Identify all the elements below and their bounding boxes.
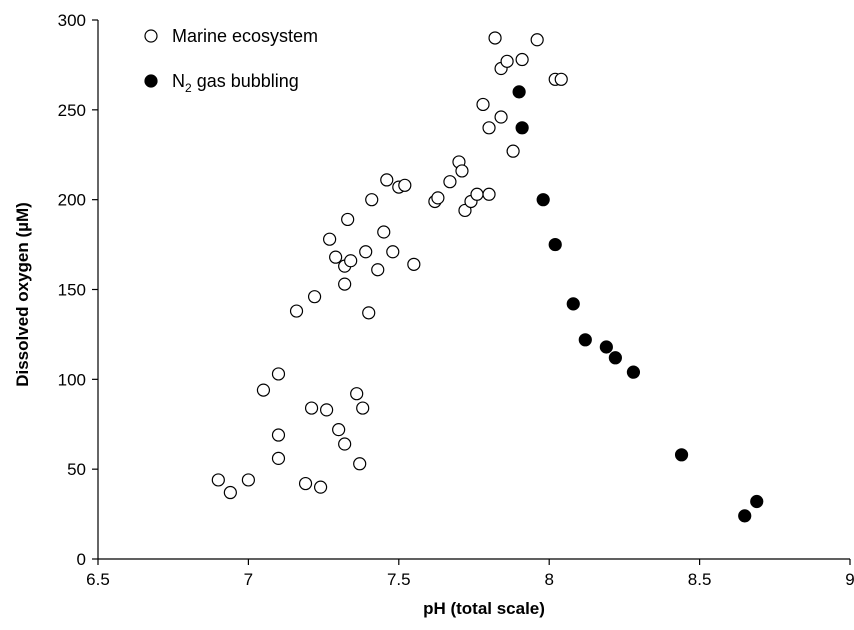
data-point-marine-ecosystem [530, 33, 544, 47]
legend-label-subscript: 2 [185, 81, 192, 95]
legend-label-main: N [172, 71, 185, 91]
data-point-n2-gas-bubbling [738, 509, 752, 523]
data-point-marine-ecosystem [443, 175, 457, 189]
data-point-marine-ecosystem [500, 54, 514, 68]
x-axis-label: pH (total scale) [423, 599, 545, 618]
data-point-marine-ecosystem [431, 191, 445, 205]
data-point-n2-gas-bubbling [608, 351, 622, 365]
data-point-marine-ecosystem [386, 245, 400, 259]
series-n2-gas-bubbling [512, 85, 764, 523]
data-point-marine-ecosystem [223, 485, 237, 500]
data-point-marine-ecosystem [304, 401, 319, 415]
data-point-marine-ecosystem [362, 306, 376, 320]
legend: Marine ecosystem N2 gas bubbling [144, 26, 318, 95]
data-point-marine-ecosystem [494, 110, 508, 124]
data-point-marine-ecosystem [341, 212, 355, 227]
data-point-marine-ecosystem [211, 473, 225, 487]
data-point-marine-ecosystem [380, 173, 394, 187]
x-tick-label: 6.5 [86, 570, 110, 589]
data-point-marine-ecosystem [482, 121, 496, 135]
data-point-marine-ecosystem [407, 257, 421, 271]
data-points [211, 31, 764, 523]
data-point-marine-ecosystem [256, 383, 271, 397]
data-point-marine-ecosystem [271, 428, 286, 442]
legend-label-rest: gas bubbling [192, 71, 299, 91]
legend-label-marine-ecosystem: Marine ecosystem [172, 26, 318, 46]
data-point-n2-gas-bubbling [578, 333, 592, 347]
data-point-marine-ecosystem [289, 304, 304, 318]
x-tick-label: 8.5 [688, 570, 712, 589]
data-point-marine-ecosystem [329, 250, 343, 264]
y-tick-label: 150 [58, 281, 86, 300]
y-tick-label: 50 [67, 460, 86, 479]
data-point-marine-ecosystem [371, 263, 385, 277]
data-point-marine-ecosystem [488, 31, 502, 45]
data-point-marine-ecosystem [365, 193, 379, 207]
data-point-n2-gas-bubbling [626, 365, 641, 379]
data-point-marine-ecosystem [344, 254, 358, 268]
data-point-marine-ecosystem [323, 232, 337, 246]
data-point-n2-gas-bubbling [515, 121, 529, 135]
data-point-marine-ecosystem [338, 437, 352, 451]
y-tick-label: 100 [58, 370, 86, 389]
axes [92, 19, 851, 565]
data-point-n2-gas-bubbling [599, 340, 613, 354]
data-point-marine-ecosystem [353, 457, 367, 471]
x-tick-label: 8 [544, 570, 553, 589]
data-point-n2-gas-bubbling [512, 85, 526, 99]
data-point-n2-gas-bubbling [750, 494, 764, 509]
y-tick-label: 300 [58, 11, 86, 30]
data-point-marine-ecosystem [313, 480, 328, 494]
data-point-marine-ecosystem [338, 277, 352, 291]
data-point-marine-ecosystem [377, 225, 391, 239]
series-marine-ecosystem [211, 31, 568, 500]
data-point-marine-ecosystem [320, 403, 334, 417]
legend-marker-n2-gas-bubbling [144, 74, 158, 88]
data-point-marine-ecosystem [455, 164, 469, 178]
data-point-marine-ecosystem [350, 387, 364, 401]
data-point-marine-ecosystem [470, 187, 484, 201]
y-tick-label: 0 [77, 550, 86, 569]
data-point-marine-ecosystem [241, 473, 255, 487]
legend-label-n2-gas-bubbling: N2 gas bubbling [172, 71, 299, 95]
y-tick-label: 200 [58, 191, 86, 210]
data-point-marine-ecosystem [554, 72, 568, 86]
data-point-marine-ecosystem [398, 178, 412, 192]
data-point-marine-ecosystem [332, 423, 346, 437]
y-axis-label: Dissolved oxygen (µM) [13, 202, 32, 387]
x-tick-label: 9 [845, 570, 854, 589]
data-point-marine-ecosystem [359, 245, 373, 259]
x-tick-label: 7.5 [387, 570, 411, 589]
x-tick-label: 7 [244, 570, 253, 589]
data-point-marine-ecosystem [482, 187, 496, 201]
data-point-marine-ecosystem [506, 144, 520, 158]
data-point-n2-gas-bubbling [566, 297, 580, 311]
data-point-marine-ecosystem [271, 451, 286, 465]
data-point-marine-ecosystem [458, 203, 472, 218]
tick-labels: 0 50 100 150 200 250 300 6.5 7 7.5 8 8.5 9 [58, 11, 854, 589]
data-point-marine-ecosystem [298, 476, 313, 491]
data-point-n2-gas-bubbling [548, 237, 562, 252]
y-tick-label: 250 [58, 101, 86, 120]
data-point-marine-ecosystem [515, 52, 529, 67]
data-point-marine-ecosystem [307, 290, 322, 304]
legend-marker-marine-ecosystem [144, 29, 158, 43]
data-point-n2-gas-bubbling [674, 448, 689, 462]
data-point-marine-ecosystem [476, 97, 490, 112]
data-point-marine-ecosystem [271, 367, 286, 381]
data-point-n2-gas-bubbling [536, 193, 550, 207]
data-point-marine-ecosystem [356, 401, 370, 415]
